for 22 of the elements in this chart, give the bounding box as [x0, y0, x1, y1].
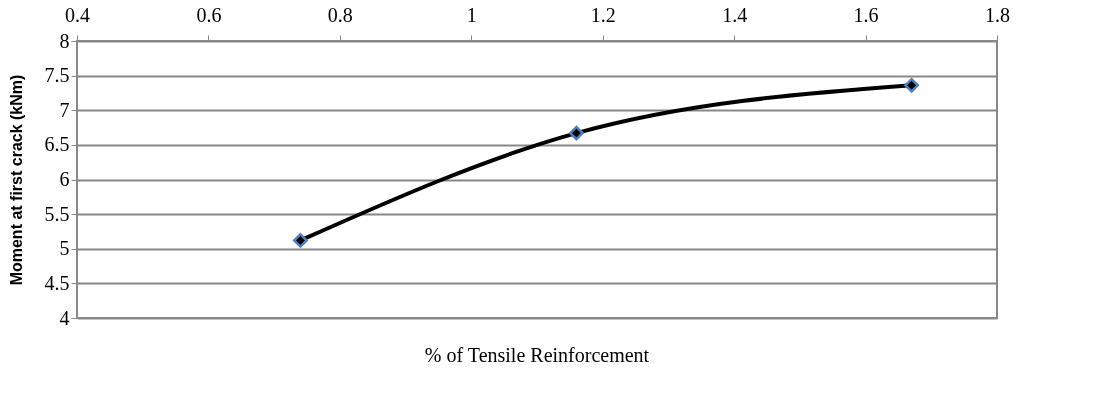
y-tick-label: 7 — [59, 98, 70, 121]
x-tick-label: 0.8 — [327, 3, 353, 26]
point — [904, 77, 919, 93]
y-tick-label: 5.5 — [44, 202, 70, 225]
x-tick-label: 1.8 — [985, 3, 1010, 26]
y-tick-label: 4 — [59, 306, 70, 329]
point — [293, 233, 308, 248]
y-tick-label: 6 — [59, 168, 70, 190]
x-tick-label: 1.4 — [722, 3, 748, 26]
y-tick-label: 5 — [59, 237, 70, 260]
point — [569, 125, 584, 141]
x-tick-label: 1.2 — [590, 3, 616, 26]
y-axis-title: Moment at first crack (kNm) — [7, 74, 25, 286]
y-tick-label: 4.5 — [44, 271, 70, 294]
y-tick-label: 6.5 — [44, 133, 70, 156]
x-tick-label: 0.6 — [196, 3, 222, 26]
y-tick-label: 8 — [59, 29, 70, 52]
y-tick-label: 7.5 — [44, 64, 70, 87]
x-tick-label: 1.6 — [853, 3, 879, 26]
x-tick-label: 1 — [466, 3, 477, 26]
x-tick-label: 0.4 — [65, 3, 90, 26]
x-axis-title: % of Tensile Reinforcement — [424, 344, 650, 366]
